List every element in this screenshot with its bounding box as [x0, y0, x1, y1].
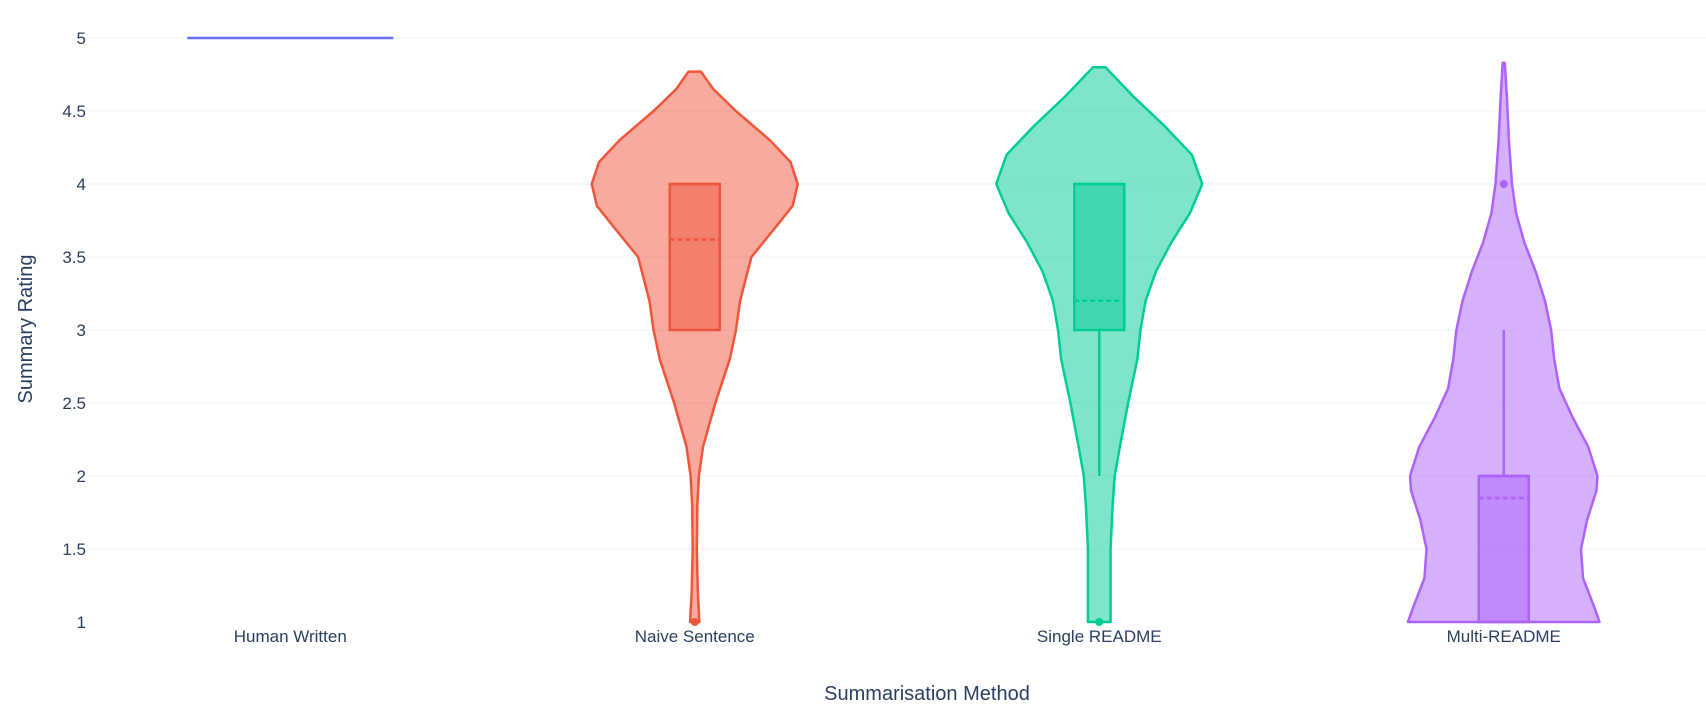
outlier-point: [1095, 618, 1104, 626]
y-tick-label: 2.5: [62, 394, 86, 413]
y-tick-label: 1: [77, 613, 86, 632]
y-tick-label: 3.5: [62, 248, 86, 267]
violin-body: [590, 70, 799, 624]
x-tick-label: Naive Sentence: [635, 627, 755, 646]
x-tick-labels: Human Written Naive Sentence Single README…: [234, 627, 1561, 646]
violins: [187, 36, 1601, 626]
y-tick-label: 2: [77, 467, 86, 486]
x-axis-title: Summarisation Method: [824, 683, 1030, 705]
x-tick-label: Single README: [1037, 627, 1162, 646]
violin-single-readme: [995, 65, 1204, 626]
x-tick-label: Human Written: [234, 627, 347, 646]
y-tick-label: 1.5: [62, 540, 86, 559]
outlier-point: [1499, 180, 1508, 188]
gridlines: [88, 37, 1706, 550]
y-tick-label: 5: [77, 29, 86, 48]
y-axis-title: Summary Rating: [15, 255, 37, 404]
iqr-box: [668, 182, 721, 332]
y-tick-label: 3: [77, 321, 86, 340]
y-tick-label: 4: [77, 175, 86, 194]
y-tick-label: 4.5: [62, 102, 86, 121]
iqr-box: [1073, 182, 1126, 332]
x-tick-label: Multi-README: [1447, 627, 1561, 646]
violin-multi-readme: [1406, 61, 1601, 624]
y-tick-labels: 1 1.5 2 2.5 3 3.5 4 4.5 5: [62, 29, 86, 632]
outlier-point: [690, 618, 699, 626]
violin-naive-sentence: [590, 70, 799, 626]
